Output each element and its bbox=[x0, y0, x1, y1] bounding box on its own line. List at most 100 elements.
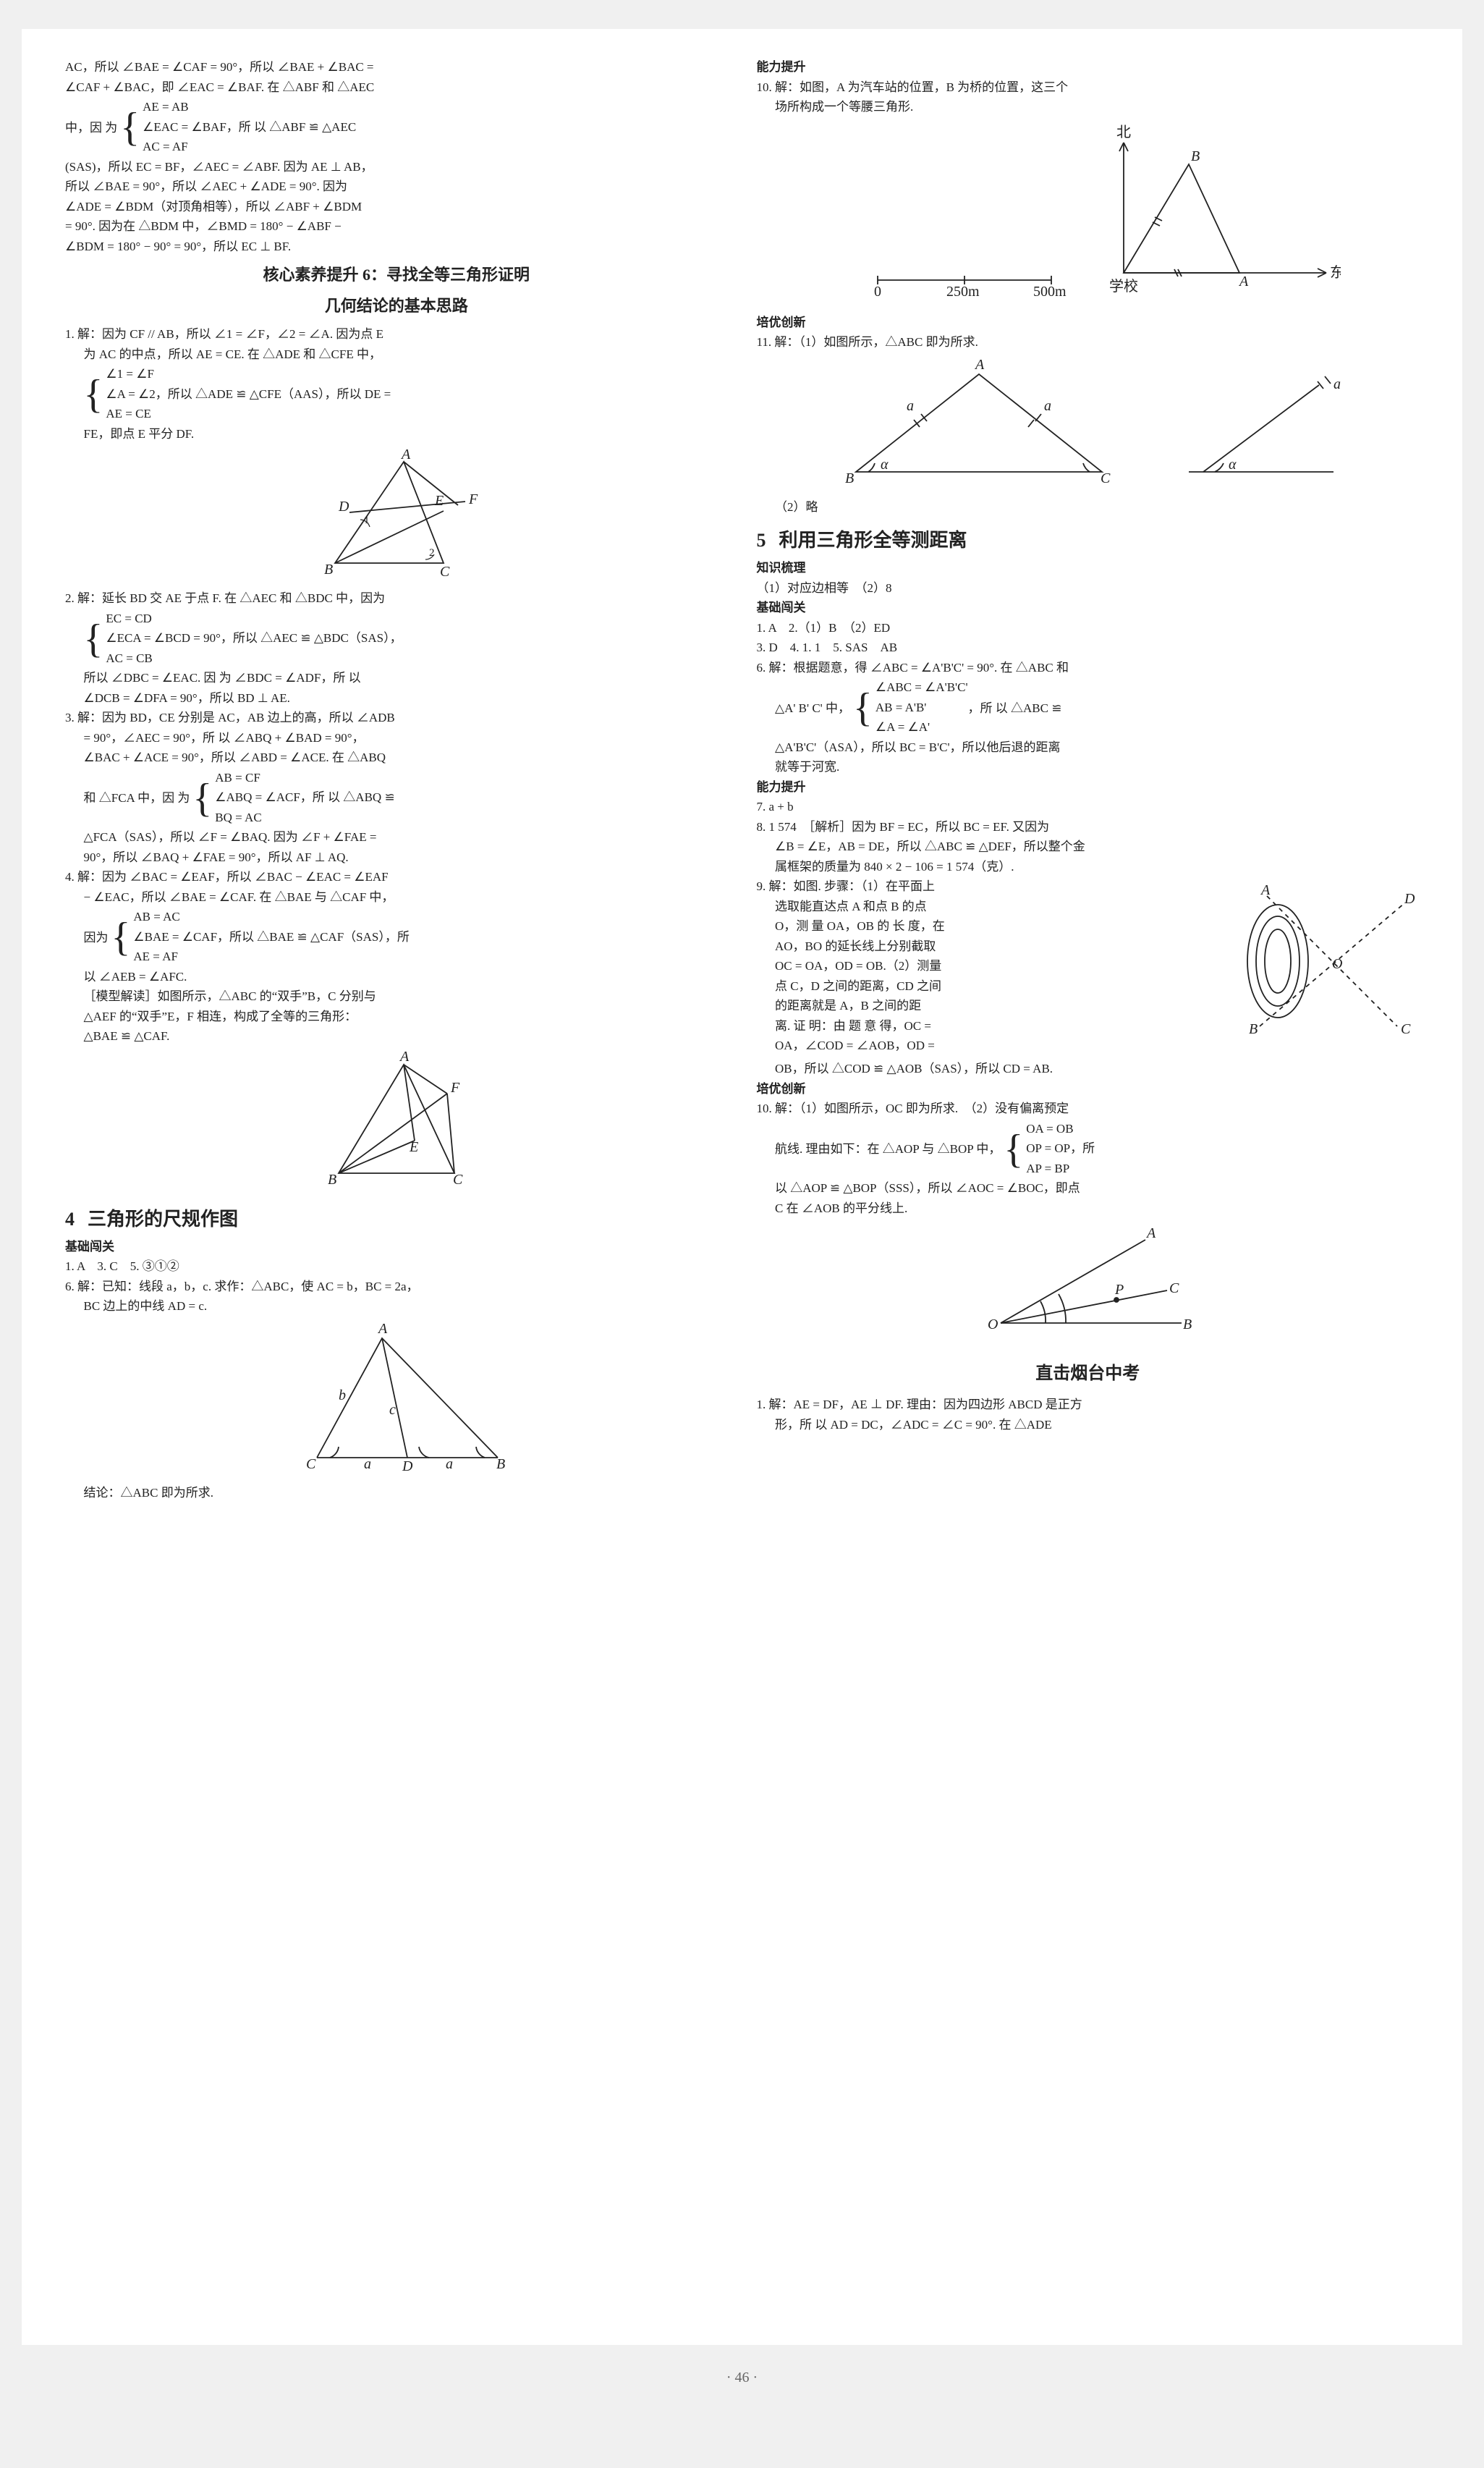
text: ∠A = ∠2，所以 △ADE ≌ △CFE（AAS），所以 DE = bbox=[106, 385, 391, 404]
text: − ∠EAC，所以 ∠BAE = ∠CAF. 在 △BAE 与 △CAF 中， bbox=[65, 888, 728, 907]
text: 2. 解：延长 BD 交 AE 于点 F. 在 △AEC 和 △BDC 中，因为 bbox=[65, 589, 728, 608]
text: ，所 以 △ABC ≌ bbox=[968, 699, 1062, 718]
text: AC = AF bbox=[143, 138, 356, 156]
left-column: AC，所以 ∠BAE = ∠CAF = 90°，所以 ∠BAE + ∠BAC =… bbox=[65, 58, 728, 2287]
subsection-heading: 基础闯关 bbox=[757, 599, 1420, 617]
text: 和 △FCA 中，因 为 bbox=[65, 789, 190, 808]
text: 中，因 为 bbox=[65, 119, 117, 138]
text: 为 AC 的中点，所以 AE = CE. 在 △ADE 和 △CFE 中， bbox=[65, 345, 728, 364]
text: 10. 解：如图，A 为汽车站的位置，B 为桥的位置，这三个 bbox=[757, 78, 1420, 97]
text: ∠B = ∠E，AB = DE，所以 △ABC ≌ △DEF，所以整个金 bbox=[757, 837, 1420, 856]
svg-text:D: D bbox=[338, 499, 349, 515]
text: 7. a + b bbox=[757, 798, 1420, 816]
svg-text:a: a bbox=[907, 398, 914, 414]
svg-text:北: 北 bbox=[1116, 124, 1131, 140]
text: ∠ABC = ∠A'B'C' bbox=[875, 678, 968, 697]
brace: { bbox=[84, 629, 103, 649]
section-number: 4 bbox=[65, 1205, 75, 1233]
svg-text:E: E bbox=[434, 493, 444, 509]
text: 90°，所以 ∠BAQ + ∠FAE = 90°，所以 AF ⊥ AQ. bbox=[65, 848, 728, 867]
text: ∠ECA = ∠BCD = 90°，所以 △AEC ≌ △BDC（SAS）， bbox=[106, 629, 402, 648]
text: 10. 解：（1）如图所示，OC 即为所求. （2）没有偏离预定 bbox=[757, 1099, 1420, 1118]
text: 9. 解：如图. 步骤：（1）在平面上 bbox=[757, 877, 1210, 896]
text: 形，所 以 AD = DC，∠ADC = ∠C = 90°. 在 △ADE bbox=[757, 1416, 1420, 1434]
svg-text:a: a bbox=[446, 1456, 453, 1472]
text: = 90°. 因为在 △BDM 中，∠BMD = 180° − ∠ABF − bbox=[65, 217, 728, 236]
svg-text:a: a bbox=[1044, 398, 1051, 414]
svg-text:b: b bbox=[339, 1387, 346, 1403]
text: 所以 ∠DBC = ∠EAC. 因 为 ∠BDC = ∠ADF，所 以 bbox=[65, 669, 728, 688]
text: 1. A 2.（1）B （2）ED bbox=[757, 619, 1420, 638]
text: （1）对应边相等 （2）8 bbox=[757, 579, 1420, 598]
figure-1-triangle: A B C D E F 1 2 bbox=[277, 447, 516, 585]
text: AB = A'B' bbox=[875, 698, 968, 717]
text: 3. 解：因为 BD，CE 分别是 AC，AB 边上的高，所以 ∠ADB bbox=[65, 709, 728, 727]
text: AE = AF bbox=[133, 947, 409, 966]
text: AO，BO 的延长线上分别截取 bbox=[757, 937, 1210, 956]
text: ∠CAF + ∠BAC，即 ∠EAC = ∠BAF. 在 △ABF 和 △AEC bbox=[65, 78, 728, 97]
figure-map: 北 东 0 250m 500m 学校 A B bbox=[834, 121, 1341, 309]
text: 6. 解：已知：线段 a，b，c. 求作：△ABC，使 AC = b，BC = … bbox=[65, 1277, 728, 1296]
text: AE = AB bbox=[143, 98, 356, 117]
figure-3-construct: A B C D a a b c bbox=[266, 1320, 527, 1479]
text: FE，即点 E 平分 DF. bbox=[65, 425, 728, 444]
svg-text:A: A bbox=[399, 1050, 410, 1065]
svg-text:A: A bbox=[974, 357, 985, 373]
svg-text:C: C bbox=[440, 564, 450, 580]
text: OA = OB bbox=[1026, 1120, 1095, 1138]
svg-text:C: C bbox=[453, 1172, 463, 1188]
svg-text:A: A bbox=[1145, 1225, 1156, 1241]
brace: { bbox=[111, 927, 131, 947]
svg-text:F: F bbox=[468, 491, 478, 507]
svg-text:D: D bbox=[402, 1458, 413, 1474]
text: 1. 解：AE = DF，AE ⊥ DF. 理由：因为四边形 ABCD 是正方 bbox=[757, 1395, 1420, 1414]
text: △A'B'C'（ASA），所以 BC = B'C'，所以他后退的距离 bbox=[757, 738, 1420, 757]
text: ∠BAE = ∠CAF，所以 △BAE ≌ △CAF（SAS），所 bbox=[133, 928, 409, 947]
text: 所以 ∠BAE = 90°，所以 ∠AEC + ∠ADE = 90°. 因为 bbox=[65, 177, 728, 196]
text: BC 边上的中线 AD = c. bbox=[65, 1297, 728, 1316]
text: (SAS)，所以 EC = BF，∠AEC = ∠ABF. 因为 AE ⊥ AB… bbox=[65, 158, 728, 177]
heading: 几何结论的基本思路 bbox=[65, 294, 728, 318]
svg-text:A: A bbox=[1238, 274, 1249, 290]
text: 选取能直达点 A 和点 B 的点 bbox=[757, 897, 1210, 916]
text: = 90°，∠AEC = 90°，所 以 ∠ABQ + ∠BAD = 90°， bbox=[65, 729, 728, 748]
brace: { bbox=[84, 384, 103, 405]
text: OP = OP，所 bbox=[1026, 1139, 1095, 1158]
svg-text:B: B bbox=[1183, 1317, 1192, 1332]
text: ∠BAC + ∠ACE = 90°，所以 ∠ABD = ∠ACE. 在 △ABQ bbox=[65, 748, 728, 767]
subsection-heading: 培优创新 bbox=[757, 313, 1420, 332]
heading: 核心素养提升 6：寻找全等三角形证明 bbox=[65, 263, 728, 287]
text: 1. 解：因为 CF // AB，所以 ∠1 = ∠F，∠2 = ∠A. 因为点… bbox=[65, 325, 728, 344]
svg-text:α: α bbox=[1229, 457, 1237, 473]
svg-text:B: B bbox=[1191, 148, 1200, 164]
text: 1. A 3. C 5. ③①② bbox=[65, 1257, 728, 1276]
text: 离. 证 明：由 题 意 得，OC = bbox=[757, 1017, 1210, 1036]
text: EC = CD bbox=[106, 609, 402, 628]
text: （2）略 bbox=[757, 498, 1420, 517]
subsection-heading: 知识梳理 bbox=[757, 559, 1420, 578]
svg-text:0: 0 bbox=[874, 284, 881, 300]
text: AP = BP bbox=[1026, 1159, 1095, 1178]
text: 航线. 理由如下：在 △AOP 与 △BOP 中， bbox=[757, 1140, 1001, 1159]
svg-text:东: 东 bbox=[1330, 264, 1341, 281]
figure-pond: A B C D O bbox=[1216, 882, 1419, 1055]
brace: { bbox=[120, 117, 140, 138]
text: OB，所以 △COD ≌ △AOB（SAS），所以 CD = AB. bbox=[757, 1060, 1420, 1078]
text: C 在 ∠AOB 的平分线上. bbox=[757, 1199, 1420, 1218]
section-number: 5 bbox=[757, 526, 766, 554]
text: ∠EAC = ∠BAF，所 以 △ABF ≌ △AEC bbox=[143, 118, 356, 137]
text: 结论：△ABC 即为所求. bbox=[65, 1484, 728, 1503]
text: ∠ADE = ∠BDM（对顶角相等），所以 ∠ABF + ∠BDM bbox=[65, 198, 728, 216]
svg-text:250m: 250m bbox=[946, 284, 980, 300]
text: OA，∠COD = ∠AOB，OD = bbox=[757, 1036, 1210, 1055]
text: △A' B' C' 中， bbox=[757, 699, 850, 718]
brace: { bbox=[1004, 1139, 1023, 1159]
text: ∠A = ∠A' bbox=[875, 718, 968, 737]
svg-text:B: B bbox=[1249, 1021, 1258, 1037]
svg-text:C: C bbox=[1401, 1021, 1411, 1037]
svg-text:P: P bbox=[1114, 1282, 1124, 1298]
svg-text:F: F bbox=[450, 1080, 460, 1096]
svg-text:E: E bbox=[409, 1139, 418, 1155]
right-column: 能力提升 10. 解：如图，A 为汽车站的位置，B 为桥的位置，这三个 场所构成… bbox=[757, 58, 1420, 2287]
svg-text:500m: 500m bbox=[1033, 284, 1067, 300]
